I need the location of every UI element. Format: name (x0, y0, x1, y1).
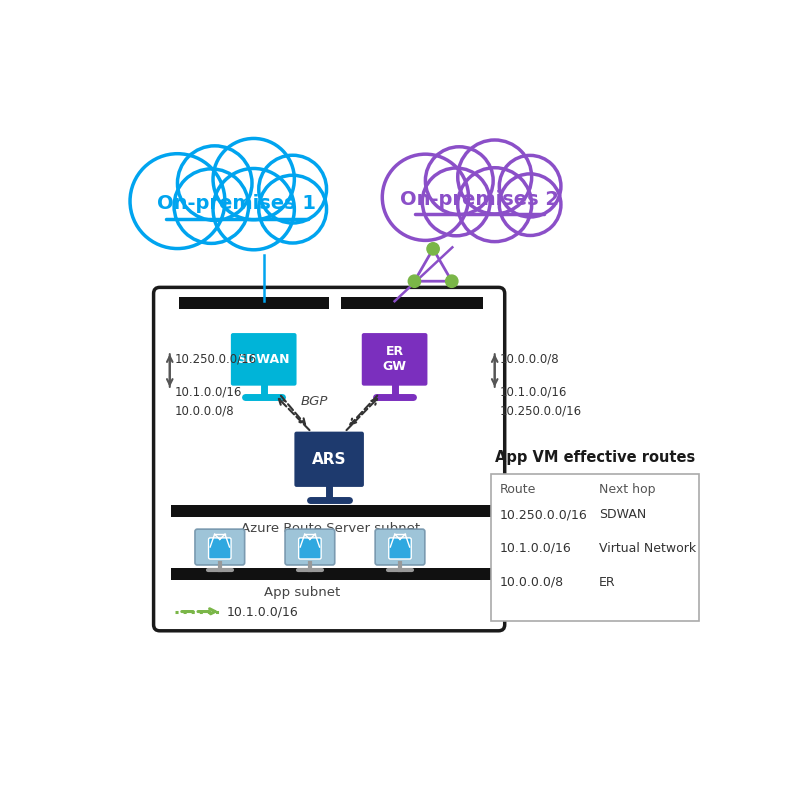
Circle shape (499, 174, 561, 235)
FancyBboxPatch shape (154, 288, 505, 630)
Text: On-premises 2: On-premises 2 (400, 190, 558, 209)
Circle shape (427, 243, 439, 255)
Text: App subnet: App subnet (264, 586, 340, 599)
Circle shape (382, 154, 469, 241)
FancyBboxPatch shape (195, 529, 245, 565)
Text: Virtual Network: Virtual Network (598, 542, 696, 555)
FancyBboxPatch shape (491, 474, 698, 621)
Text: 10.1.0.0/16: 10.1.0.0/16 (226, 605, 298, 618)
Text: 10.250.0.0/16: 10.250.0.0/16 (175, 352, 258, 366)
Text: Route: Route (500, 483, 537, 497)
Text: 10.250.0.0/16: 10.250.0.0/16 (500, 508, 588, 521)
Circle shape (426, 147, 493, 214)
Bar (179, 296, 329, 309)
FancyBboxPatch shape (230, 332, 298, 387)
Circle shape (458, 140, 532, 214)
Bar (152, 216, 322, 251)
Text: 10.0.0.0/8: 10.0.0.0/8 (500, 352, 560, 366)
FancyBboxPatch shape (294, 430, 365, 488)
FancyBboxPatch shape (209, 538, 231, 559)
Text: BGP: BGP (301, 395, 328, 408)
Text: 10.1.0.0/16: 10.1.0.0/16 (500, 542, 572, 555)
Text: 10.1.0.0/16
10.250.0.0/16: 10.1.0.0/16 10.250.0.0/16 (500, 385, 582, 418)
FancyBboxPatch shape (285, 529, 334, 565)
FancyBboxPatch shape (361, 332, 429, 387)
Text: ER: ER (598, 575, 615, 589)
Text: SDWAN: SDWAN (598, 508, 646, 521)
Text: App VM effective routes: App VM effective routes (494, 450, 695, 465)
Text: ARS: ARS (312, 452, 346, 467)
Circle shape (213, 139, 294, 220)
Text: On-premises 1: On-premises 1 (158, 194, 316, 213)
Circle shape (458, 167, 532, 241)
Bar (171, 567, 491, 580)
Bar (402, 211, 556, 243)
Circle shape (174, 169, 249, 243)
Circle shape (422, 168, 490, 236)
Text: 10.1.0.0/16
10.0.0.0/8: 10.1.0.0/16 10.0.0.0/8 (175, 385, 242, 418)
Circle shape (258, 175, 326, 243)
Text: ER
GW: ER GW (382, 345, 406, 373)
Bar (171, 505, 491, 516)
Circle shape (499, 155, 561, 217)
Text: 10.0.0.0/8: 10.0.0.0/8 (500, 575, 564, 589)
FancyBboxPatch shape (298, 538, 321, 559)
Bar (341, 296, 483, 309)
Circle shape (446, 275, 458, 288)
Text: SDWAN: SDWAN (238, 353, 290, 366)
Circle shape (178, 146, 252, 221)
Text: Azure Route Server subnet: Azure Route Server subnet (241, 522, 420, 535)
FancyBboxPatch shape (375, 529, 425, 565)
Circle shape (213, 168, 294, 249)
Circle shape (258, 155, 326, 223)
Text: Next hop: Next hop (598, 483, 655, 497)
FancyBboxPatch shape (389, 538, 411, 559)
Circle shape (130, 154, 225, 249)
Circle shape (408, 275, 421, 288)
